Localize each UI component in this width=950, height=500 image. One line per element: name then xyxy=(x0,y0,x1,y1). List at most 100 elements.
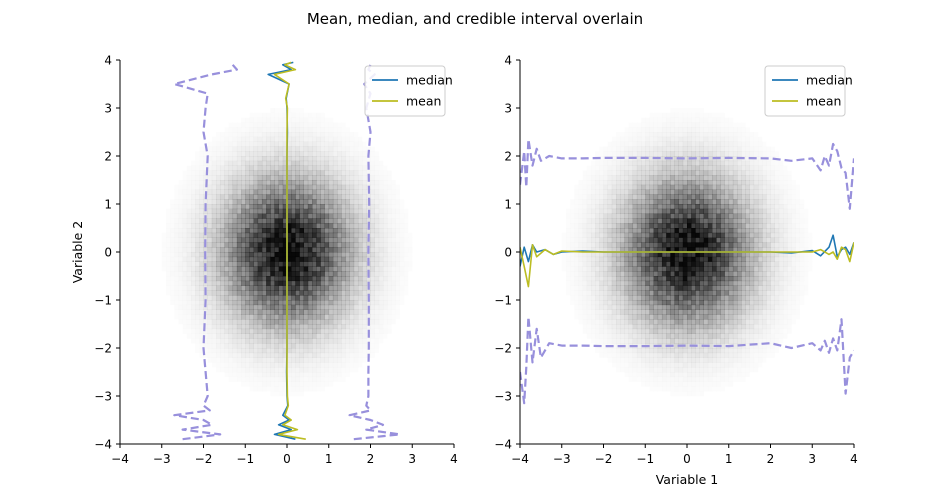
density-cell xyxy=(253,247,259,253)
density-cell xyxy=(312,199,317,205)
density-cell xyxy=(590,228,596,234)
density-cell xyxy=(287,184,292,190)
density-cell xyxy=(620,276,625,282)
density-cell xyxy=(303,295,309,301)
density-cell xyxy=(691,362,696,368)
density-cell xyxy=(691,232,696,238)
density-cell xyxy=(586,271,592,277)
density-cell xyxy=(695,223,700,229)
density-cell xyxy=(203,208,208,214)
density-cell xyxy=(720,141,725,147)
density-cell xyxy=(574,233,578,238)
density-cell xyxy=(307,295,313,301)
density-cell xyxy=(287,160,292,166)
density-cell xyxy=(278,261,284,267)
density-cell xyxy=(249,295,254,301)
density-cell xyxy=(207,266,213,272)
density-cell xyxy=(299,180,304,186)
density-cell xyxy=(662,382,666,387)
density-cell xyxy=(387,228,392,234)
density-cell xyxy=(670,242,675,248)
density-cell xyxy=(182,252,188,258)
density-cell xyxy=(707,271,713,277)
density-cell xyxy=(603,184,608,190)
density-cell xyxy=(312,285,317,291)
density-cell xyxy=(586,223,592,229)
density-cell xyxy=(724,151,730,157)
density-cell xyxy=(653,165,659,171)
density-cell xyxy=(341,261,346,267)
density-cell xyxy=(574,314,578,319)
density-cell xyxy=(232,338,238,344)
density-cell xyxy=(661,180,667,186)
density-cell xyxy=(574,194,578,199)
density-cell xyxy=(657,141,663,147)
density-cell xyxy=(737,151,742,157)
density-cell xyxy=(603,324,608,330)
density-cell xyxy=(345,324,350,330)
density-cell xyxy=(674,232,679,238)
density-cell xyxy=(303,165,309,171)
density-cell xyxy=(207,328,213,334)
density-cell xyxy=(249,189,254,195)
density-cell xyxy=(741,324,746,330)
density-cell xyxy=(207,213,213,219)
density-cell xyxy=(649,338,654,344)
density-cell xyxy=(224,319,229,325)
density-cell xyxy=(378,223,384,229)
density-cell xyxy=(574,190,578,195)
density-cell xyxy=(332,348,338,354)
density-cell xyxy=(654,132,658,137)
density-cell xyxy=(653,175,659,181)
density-cell xyxy=(591,334,595,339)
y-tick-label: 3 xyxy=(104,102,112,116)
density-cell xyxy=(303,319,309,325)
density-cell xyxy=(649,132,653,137)
density-cell xyxy=(291,256,296,262)
density-cell xyxy=(387,223,391,228)
density-cell xyxy=(378,290,384,296)
density-cell xyxy=(257,300,263,306)
density-cell xyxy=(328,180,334,186)
density-cell xyxy=(274,372,278,377)
density-cell xyxy=(725,377,729,382)
density-cell xyxy=(332,151,338,157)
density-cell xyxy=(661,295,667,301)
density-cell xyxy=(649,213,654,219)
density-cell xyxy=(396,276,400,281)
density-cell xyxy=(603,237,608,243)
density-cell xyxy=(716,213,721,219)
density-cell xyxy=(299,156,304,162)
density-cell xyxy=(278,343,284,349)
density-cell xyxy=(332,290,338,296)
density-cell xyxy=(599,285,604,291)
density-cell xyxy=(624,184,629,190)
density-cell xyxy=(236,256,242,262)
density-cell xyxy=(320,357,325,363)
density-cell xyxy=(329,372,333,377)
density-cell xyxy=(728,242,734,248)
density-cell xyxy=(320,160,325,166)
density-cell xyxy=(249,386,253,391)
density-cell xyxy=(678,309,684,315)
density-cell xyxy=(190,228,196,234)
density-cell xyxy=(353,232,359,238)
density-cell xyxy=(316,136,321,142)
density-cell xyxy=(257,285,263,291)
density-cell xyxy=(207,295,213,301)
density-cell xyxy=(178,185,182,190)
density-cell xyxy=(641,151,646,157)
density-cell xyxy=(357,199,363,205)
density-cell xyxy=(674,247,679,253)
density-cell xyxy=(341,127,345,132)
density-cell xyxy=(357,266,363,272)
density-cell xyxy=(632,280,638,286)
density-cell xyxy=(316,113,320,118)
density-cell xyxy=(303,170,309,176)
density-cell xyxy=(299,348,304,354)
density-cell xyxy=(295,285,300,291)
density-cell xyxy=(303,208,309,214)
density-cell xyxy=(599,314,604,320)
density-cell xyxy=(586,266,592,272)
density-cell xyxy=(611,280,617,286)
